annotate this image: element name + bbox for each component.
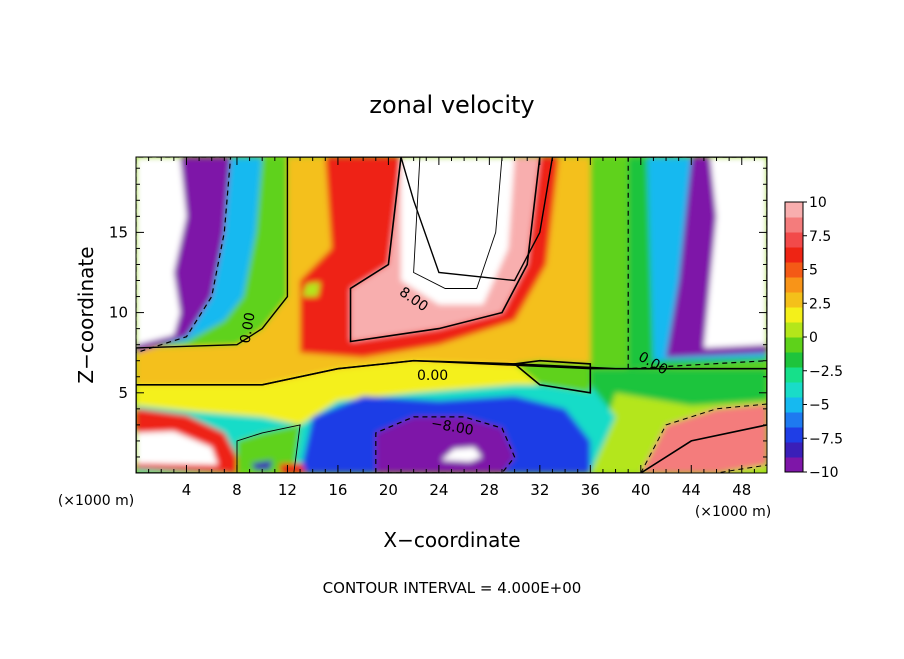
x-tick-label-12: 12 <box>278 481 297 499</box>
y-tick-label-15: 15 <box>109 223 128 241</box>
velocity-region-12 <box>252 460 273 470</box>
colorbar-label-6: −5 <box>809 398 830 414</box>
colorbar-swatch-6 <box>785 367 803 383</box>
x-tick-label-16: 16 <box>328 481 347 499</box>
velocity-region-7 <box>441 447 482 462</box>
velocity-field <box>136 157 767 473</box>
colorbar-swatch-0 <box>785 457 803 473</box>
x-unit-right: (×1000 m) <box>695 504 771 520</box>
colorbar-swatch-14 <box>785 247 803 263</box>
x-tick-label-40: 40 <box>631 481 650 499</box>
velocity-region-18 <box>136 157 187 345</box>
colorbar-label-8: −10 <box>809 465 839 481</box>
colorbar-swatch-4 <box>785 397 803 413</box>
colorbar-swatch-10 <box>785 307 803 323</box>
velocity-region-6 <box>375 416 515 473</box>
contour-line-24 <box>349 157 541 343</box>
colorbar-swatch-16 <box>785 217 803 233</box>
velocity-region-28 <box>514 360 591 393</box>
colorbar-swatch-7 <box>785 352 803 368</box>
x-tick-label-20: 20 <box>379 481 398 499</box>
colorbar-swatch-17 <box>785 202 803 218</box>
colorbar-label-3: 2.5 <box>809 296 831 312</box>
colorbar-label-5: −2.5 <box>809 364 843 380</box>
colorbar-swatch-1 <box>785 442 803 458</box>
colorbar-label-1: 7.5 <box>809 229 831 245</box>
colorbar-swatch-9 <box>785 322 803 338</box>
contour-label-4: −8.00 <box>430 416 475 439</box>
velocity-region-9 <box>136 431 218 465</box>
x-tick-label-4: 4 <box>182 481 192 499</box>
colorbar-swatch-5 <box>785 382 803 398</box>
x-tick-label-24: 24 <box>429 481 448 499</box>
y-axis-label: Z−coordinate <box>74 246 98 383</box>
colorbar-swatch-15 <box>785 232 803 248</box>
colorbar: 10 7.5 5 2.5 0 −2.5 −5 −7.5 −10 <box>784 195 843 481</box>
velocity-region-10 <box>237 424 301 473</box>
x-tick-label-48: 48 <box>732 481 751 499</box>
velocity-region-11 <box>279 463 306 473</box>
colorbar-swatch-2 <box>785 427 803 443</box>
contour-line-13 <box>136 157 767 386</box>
contour-label-2: 0.00 <box>417 368 448 384</box>
x-tick-label-32: 32 <box>530 481 549 499</box>
contour-label-1: 0.00 <box>238 311 259 344</box>
y-tick-label-10: 10 <box>109 304 128 322</box>
contour-line-6 <box>375 416 516 473</box>
colorbar-label-7: −7.5 <box>809 431 843 447</box>
x-tick-label-28: 28 <box>480 481 499 499</box>
contour-line-26 <box>413 157 503 289</box>
x-unit-left: (×1000 m) <box>58 493 134 509</box>
colorbar-swatch-8 <box>785 337 803 353</box>
colorbar-swatch-12 <box>785 277 803 293</box>
colorbar-swatch-13 <box>785 262 803 278</box>
contour-line-28 <box>512 359 592 394</box>
x-axis-label: X−coordinate <box>383 528 520 552</box>
y-tick-label-5: 5 <box>118 384 128 402</box>
velocity-region-27 <box>302 282 321 297</box>
x-tick-label-44: 44 <box>682 481 701 499</box>
contour-line-10 <box>236 424 301 473</box>
contour-line-3 <box>640 403 767 473</box>
x-tick-label-36: 36 <box>581 481 600 499</box>
chart-title: zonal velocity <box>369 91 534 119</box>
contour-interval-note: CONTOUR INTERVAL = 4.000E+00 <box>323 579 582 597</box>
contour-line-17 <box>136 157 232 354</box>
colorbar-label-2: 5 <box>809 263 818 279</box>
colorbar-label-4: 0 <box>809 330 818 346</box>
x-tick-label-8: 8 <box>232 481 242 499</box>
colorbar-swatch-11 <box>785 292 803 308</box>
velocity-region-22 <box>703 157 767 348</box>
colorbar-swatch-3 <box>785 412 803 428</box>
colorbar-label-0: 10 <box>809 195 827 211</box>
velocity-region-26 <box>413 157 502 289</box>
